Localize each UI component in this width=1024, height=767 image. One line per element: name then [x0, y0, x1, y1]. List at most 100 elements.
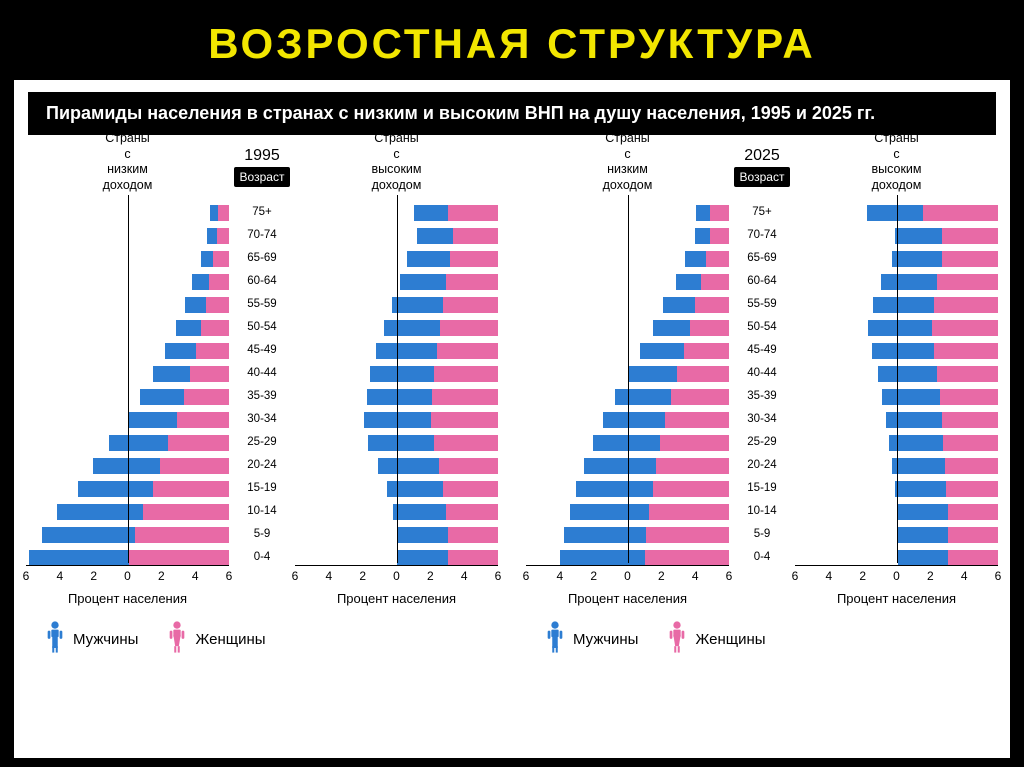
- age-column: 2025Возраст75+70-7465-6960-6455-5950-544…: [729, 143, 795, 606]
- age-label: 45-49: [229, 339, 295, 362]
- female-bar: [217, 228, 229, 244]
- male-bar: [696, 205, 710, 221]
- female-bar: [184, 389, 229, 405]
- legend-female-label: Женщины: [195, 631, 265, 648]
- male-bar: [392, 297, 444, 313]
- female-bar: [656, 458, 729, 474]
- x-tick: 0: [624, 569, 631, 583]
- male-bar: [676, 274, 701, 290]
- age-label: 65-69: [229, 247, 295, 270]
- female-bar: [677, 366, 729, 382]
- pyramid-row: Страныснизкимдоходом6420246Процент насел…: [26, 143, 498, 606]
- age-label: 55-59: [229, 293, 295, 316]
- male-bar: [867, 205, 923, 221]
- legend-male: Мужчины: [544, 620, 638, 658]
- x-tick: 2: [590, 569, 597, 583]
- female-bar: [943, 435, 998, 451]
- male-bar: [895, 481, 947, 497]
- male-bar: [397, 527, 449, 543]
- slide-title: ВОЗРОСТНАЯ СТРУКТУРА: [0, 0, 1024, 80]
- male-bar: [892, 458, 945, 474]
- x-tick: 4: [556, 569, 563, 583]
- age-label: 50-54: [229, 316, 295, 339]
- x-tick: 6: [726, 569, 733, 583]
- age-label: 55-59: [729, 293, 795, 316]
- legend: Мужчины Женщины: [526, 606, 998, 658]
- age-label: 75+: [229, 201, 295, 224]
- age-label: 10-14: [729, 500, 795, 523]
- age-label: 35-39: [229, 385, 295, 408]
- x-axis: 6420246: [795, 565, 998, 587]
- female-bar: [443, 481, 498, 497]
- age-label: 0-4: [229, 546, 295, 569]
- female-bar: [660, 435, 729, 451]
- female-bar: [942, 412, 998, 428]
- legend: Мужчины Женщины: [26, 606, 498, 658]
- male-bar: [140, 389, 184, 405]
- age-label: 15-19: [729, 477, 795, 500]
- female-bar: [684, 343, 729, 359]
- age-label: 40-44: [229, 362, 295, 385]
- pyramid: Страныснизкимдоходом6420246Процент насел…: [526, 143, 729, 606]
- female-bar: [206, 297, 229, 313]
- female-bar: [437, 343, 498, 359]
- female-bar: [153, 481, 230, 497]
- male-icon: [544, 620, 566, 658]
- x-tick: 6: [23, 569, 30, 583]
- age-label: 25-29: [729, 431, 795, 454]
- male-bar: [57, 504, 143, 520]
- female-icon: [166, 620, 188, 658]
- x-tick: 0: [393, 569, 400, 583]
- age-label: 5-9: [229, 523, 295, 546]
- pyramid: Странысвысокимдоходом6420246Процент насе…: [795, 143, 998, 606]
- male-bar: [407, 251, 449, 267]
- female-bar: [665, 412, 729, 428]
- female-bar: [177, 412, 229, 428]
- x-tick: 6: [523, 569, 530, 583]
- male-bar: [695, 228, 711, 244]
- x-tick: 6: [495, 569, 502, 583]
- male-bar: [185, 297, 205, 313]
- male-bar: [663, 297, 694, 313]
- male-bar: [653, 320, 690, 336]
- x-axis: 6420246: [295, 565, 498, 587]
- bars-area: [526, 195, 729, 563]
- x-tick: 6: [226, 569, 233, 583]
- female-bar: [649, 504, 729, 520]
- female-bar: [710, 228, 729, 244]
- chart-card: Пирамиды населения в странах с низким и …: [14, 80, 1010, 758]
- male-bar: [165, 343, 196, 359]
- x-caption: Процент населения: [526, 587, 729, 606]
- female-bar: [695, 297, 729, 313]
- male-bar: [892, 251, 942, 267]
- x-tick: 0: [893, 569, 900, 583]
- female-bar: [946, 481, 998, 497]
- female-bar: [945, 458, 998, 474]
- legend-female: Женщины: [666, 620, 765, 658]
- pyramid-header: Странысвысокимдоходом: [795, 143, 998, 195]
- x-tick: 2: [658, 569, 665, 583]
- male-bar: [400, 274, 447, 290]
- pyramid-row: Страныснизкимдоходом6420246Процент насел…: [526, 143, 998, 606]
- male-bar: [882, 389, 940, 405]
- male-bar: [414, 205, 448, 221]
- male-bar: [78, 481, 153, 497]
- x-axis: 6420246: [526, 565, 729, 587]
- x-tick: 2: [90, 569, 97, 583]
- male-bar: [685, 251, 705, 267]
- female-bar: [932, 320, 998, 336]
- age-label: 5-9: [729, 523, 795, 546]
- legend-male-label: Мужчины: [73, 631, 138, 648]
- male-bar: [207, 228, 216, 244]
- male-bar: [376, 343, 437, 359]
- legend-female-label: Женщины: [695, 631, 765, 648]
- female-bar: [646, 527, 729, 543]
- female-bar: [129, 550, 229, 566]
- male-bar: [397, 550, 449, 566]
- age-label: 20-24: [729, 454, 795, 477]
- male-bar: [576, 481, 653, 497]
- female-bar: [218, 205, 229, 221]
- male-bar: [368, 435, 434, 451]
- female-bar: [440, 320, 498, 336]
- male-bar: [628, 366, 678, 382]
